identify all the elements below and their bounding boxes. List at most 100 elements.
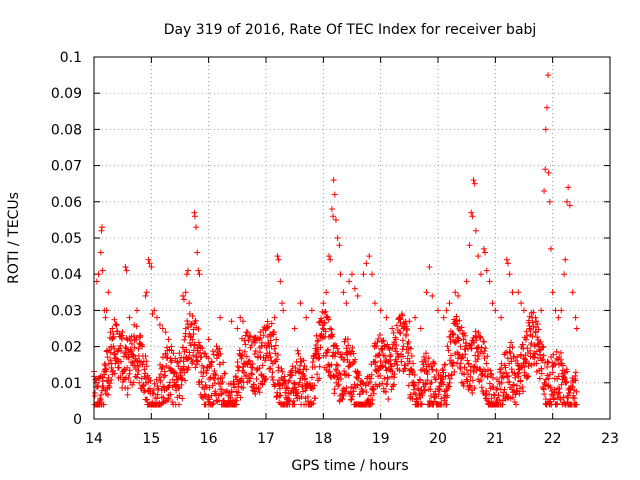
data-point xyxy=(398,358,405,365)
data-point xyxy=(176,350,183,357)
data-point xyxy=(392,336,399,343)
data-point xyxy=(426,263,433,270)
data-point xyxy=(312,395,319,402)
data-point xyxy=(486,380,493,387)
data-point xyxy=(571,395,578,402)
data-point xyxy=(136,379,143,386)
y-tick-label: 0.08 xyxy=(51,122,82,138)
data-point xyxy=(558,307,565,314)
data-point xyxy=(315,350,322,357)
data-point xyxy=(352,356,359,363)
data-point xyxy=(133,357,140,364)
data-point xyxy=(359,379,366,386)
data-point xyxy=(512,372,519,379)
data-point xyxy=(160,373,167,380)
data-point xyxy=(231,381,238,388)
data-point xyxy=(572,314,579,321)
data-point xyxy=(345,342,352,349)
data-point xyxy=(489,300,496,307)
data-point xyxy=(303,366,310,373)
chart-title: Day 319 of 2016, Rate Of TEC Index for r… xyxy=(164,22,537,38)
data-point xyxy=(520,345,527,352)
data-point xyxy=(447,375,454,382)
data-point xyxy=(283,384,290,391)
data-point xyxy=(483,267,490,274)
data-point xyxy=(175,383,182,390)
data-point xyxy=(334,235,341,241)
data-point xyxy=(425,355,432,362)
data-point xyxy=(203,384,210,391)
grid xyxy=(94,57,610,419)
data-point xyxy=(278,365,285,372)
data-point xyxy=(127,337,134,344)
data-point xyxy=(198,354,205,361)
data-point xyxy=(133,334,140,341)
data-point xyxy=(248,342,255,349)
data-point xyxy=(346,363,353,370)
data-point xyxy=(130,352,137,359)
data-point xyxy=(443,307,450,314)
data-point xyxy=(534,334,541,341)
data-point xyxy=(440,369,447,376)
data-point xyxy=(417,377,424,384)
data-point xyxy=(311,382,318,389)
data-point xyxy=(377,358,384,365)
data-point xyxy=(250,381,257,388)
data-point xyxy=(549,289,556,296)
data-point xyxy=(444,392,451,399)
data-point xyxy=(563,379,570,386)
y-tick-label: 0.04 xyxy=(51,267,82,283)
data-point xyxy=(335,381,342,388)
data-point xyxy=(217,350,224,357)
data-point xyxy=(478,344,485,351)
data-point xyxy=(115,364,122,371)
data-point xyxy=(562,380,569,387)
data-point xyxy=(337,271,344,278)
data-point xyxy=(143,289,150,296)
data-point xyxy=(524,373,531,380)
data-point xyxy=(373,343,380,350)
data-point xyxy=(540,352,547,359)
data-point xyxy=(251,336,258,343)
data-point xyxy=(538,370,545,377)
data-point xyxy=(97,396,104,403)
data-point xyxy=(143,363,150,370)
data-point xyxy=(331,386,338,393)
data-point xyxy=(554,385,561,392)
data-point xyxy=(366,379,373,386)
data-point xyxy=(156,321,163,328)
data-point xyxy=(180,344,187,351)
data-point xyxy=(393,342,400,349)
data-point xyxy=(516,390,523,397)
data-point xyxy=(558,349,565,356)
data-point xyxy=(565,394,572,401)
data-point xyxy=(205,336,212,343)
data-point xyxy=(390,329,397,336)
y-tick-label: 0.1 xyxy=(60,50,82,66)
data-point xyxy=(354,382,361,389)
data-point xyxy=(330,213,337,220)
data-point xyxy=(477,334,484,341)
data-point xyxy=(449,362,456,369)
data-point xyxy=(111,350,118,357)
data-point xyxy=(104,354,111,361)
data-point xyxy=(222,370,229,377)
data-point xyxy=(494,385,501,392)
data-point xyxy=(100,401,107,408)
data-point xyxy=(370,390,377,397)
data-point xyxy=(466,242,473,249)
data-point xyxy=(569,289,576,296)
data-point xyxy=(330,177,337,184)
data-point xyxy=(328,326,335,333)
data-point xyxy=(310,400,317,407)
data-point xyxy=(332,342,339,349)
x-tick-label: 21 xyxy=(486,431,504,447)
data-point xyxy=(573,388,580,395)
data-point xyxy=(389,325,396,332)
data-point xyxy=(212,372,219,379)
data-point xyxy=(463,278,470,285)
data-point xyxy=(267,337,274,344)
data-point xyxy=(549,369,556,376)
data-point xyxy=(328,206,335,213)
